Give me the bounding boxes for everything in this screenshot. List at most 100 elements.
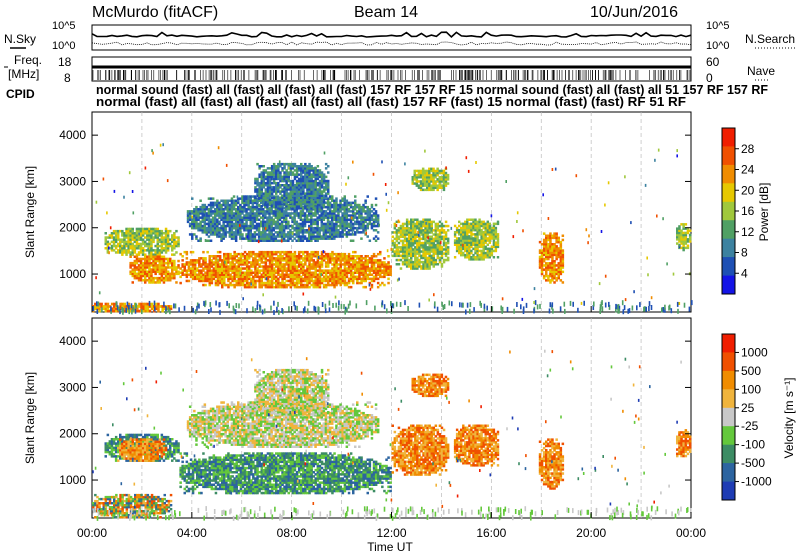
power-echo-cell <box>162 261 166 265</box>
power-echo-cell <box>161 307 164 311</box>
power-echo-cell <box>293 250 297 254</box>
power-echo-cell <box>266 250 270 254</box>
power-echo-cell <box>239 263 243 266</box>
nsky-label: N.Sky <box>4 32 36 46</box>
power-echo-cells <box>92 143 693 315</box>
power-echo-cell <box>214 255 218 258</box>
power-echo-cell <box>248 265 251 268</box>
power-echo-cell <box>185 279 189 283</box>
power-echo-cell <box>233 263 236 266</box>
power-echo-cell <box>235 255 238 258</box>
power-echo-cell <box>262 281 265 285</box>
power-echo-cell <box>264 283 268 287</box>
power-echo-cell <box>258 263 261 266</box>
power-echo-cell <box>243 285 247 289</box>
power-echo-cell <box>104 240 107 244</box>
power-echo-cell <box>233 255 236 258</box>
power-echo-cell <box>123 247 126 250</box>
power-echo-cell <box>136 309 139 313</box>
power-echo-cell <box>206 265 209 268</box>
power-echo-cell <box>216 275 220 279</box>
power-echo-cell <box>225 269 228 272</box>
power-echo-cell <box>209 239 213 242</box>
power-echo-cell <box>208 271 211 274</box>
power-echo-cell <box>158 240 162 244</box>
power-echo-cell <box>139 272 143 276</box>
cpid-row1: normal sound (fast) all (fast) all (fast… <box>96 82 768 97</box>
power-echo-cell <box>277 257 280 260</box>
power-echo-cell <box>175 251 178 254</box>
power-echo-cell <box>241 273 245 276</box>
power-echo-cell <box>264 255 268 258</box>
power-echo-cell <box>254 269 257 272</box>
power-echo-cell <box>162 272 166 276</box>
power-echo-cell <box>162 281 166 284</box>
power-echo-cell <box>239 275 243 279</box>
power-echo-cell <box>216 255 220 258</box>
power-echo-cell <box>268 273 272 276</box>
power-echo-cell <box>208 275 211 279</box>
power-echo-cell <box>227 269 230 272</box>
power-echo-cell <box>279 285 282 289</box>
power-echo-cell <box>387 277 390 281</box>
power-echo-cell <box>135 229 139 233</box>
power-echo-cell <box>156 281 159 284</box>
power-echo-cell <box>154 255 157 258</box>
power-echo-cell <box>177 240 180 244</box>
power-echo-cell <box>148 270 151 273</box>
power-echo-cell <box>432 265 435 268</box>
power-echo-cell <box>223 283 226 287</box>
power-echo-cell <box>218 257 222 260</box>
power-echo-cell <box>235 267 238 270</box>
power-echo-cell <box>177 238 180 241</box>
power-echo-cell <box>227 267 230 270</box>
power-echo-cell <box>154 234 157 237</box>
power-echo-cell <box>245 271 249 274</box>
power-echo-cell <box>210 259 214 262</box>
power-echo-cell <box>389 265 392 268</box>
power-echo-cell <box>252 257 255 260</box>
power-echo-cell <box>198 271 201 274</box>
power-echo-cell <box>258 275 261 279</box>
power-echo-cell <box>158 238 162 241</box>
power-echo-cell <box>152 266 155 269</box>
power-echo-cell <box>233 273 236 276</box>
power-echo-cell <box>117 251 120 254</box>
power-echo-cell <box>162 266 166 269</box>
power-echo-cell <box>137 270 141 273</box>
power-echo-cell <box>123 309 126 313</box>
power-echo-cell <box>104 232 107 235</box>
power-echo-cell <box>260 269 263 272</box>
power-echo-cell <box>119 251 122 254</box>
power-echo-cell <box>233 285 236 289</box>
power-echo-cell <box>231 259 234 262</box>
power-echo-cell <box>216 250 220 254</box>
power-echo-cell <box>204 271 207 274</box>
power-echo-cell <box>155 302 158 306</box>
station-title: McMurdo (fitACF) <box>92 4 218 21</box>
power-echo-cell <box>262 165 265 168</box>
power-echo-cell <box>221 269 224 272</box>
power-echo-cell <box>241 283 245 287</box>
power-echo-cell <box>169 274 172 278</box>
power-echo-cell <box>239 279 243 283</box>
power-echo-cell <box>241 233 244 236</box>
power-echo-cell <box>131 247 134 250</box>
power-echo-cell <box>243 267 247 270</box>
power-echo-cell <box>146 272 149 276</box>
power-echo-cell <box>160 251 164 254</box>
power-echo-cell <box>139 274 143 278</box>
power-echo-cell <box>268 283 272 287</box>
power-echo-cell <box>156 238 159 241</box>
power-echo-cell <box>133 232 137 235</box>
power-echo-cell <box>135 259 139 263</box>
power-echo-cell <box>245 279 249 283</box>
power-echo-cell <box>140 307 143 311</box>
power-echo-cell <box>125 232 128 235</box>
power-echo-cell <box>331 195 334 198</box>
power-echo-cell <box>96 307 99 311</box>
power-echo-cell <box>150 240 153 244</box>
power-echo-cell <box>275 261 278 264</box>
power-echo-cell <box>127 249 130 252</box>
power-echo-cell <box>158 253 162 256</box>
